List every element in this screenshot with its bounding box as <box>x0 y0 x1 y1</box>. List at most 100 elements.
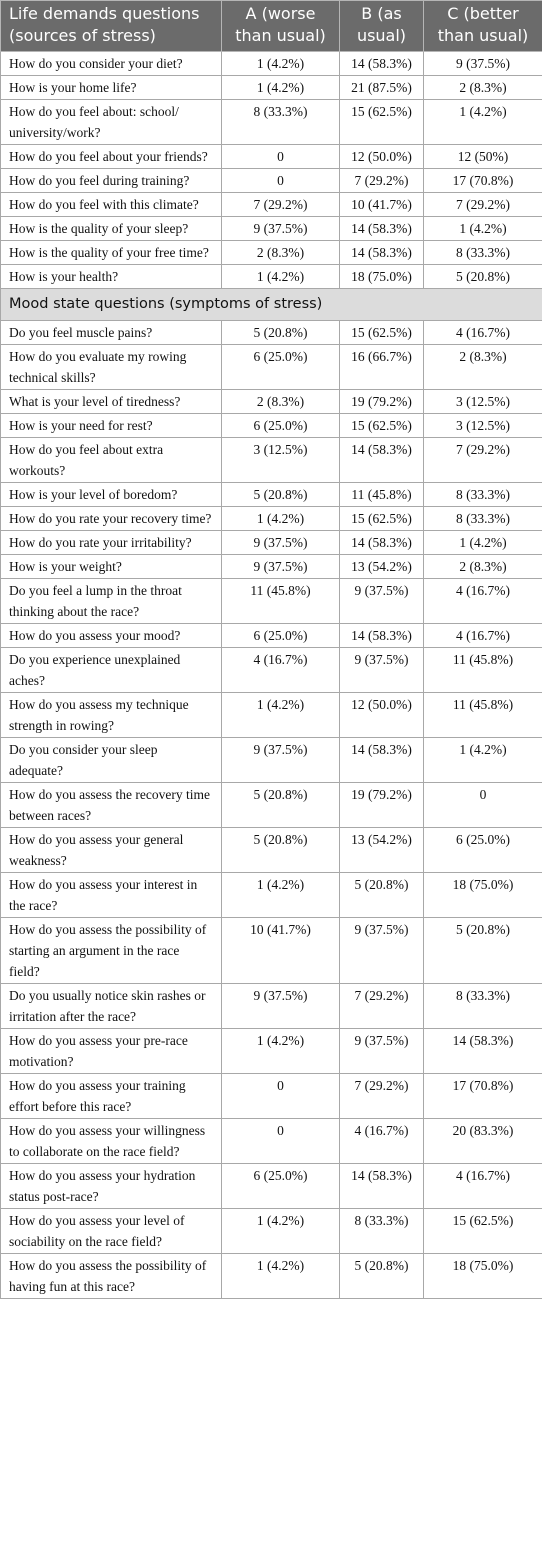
count-cell: 18 (75.0%) <box>423 872 542 918</box>
count-cell: 18 (75.0%) <box>339 264 424 289</box>
count-cell: 15 (62.5%) <box>339 320 424 345</box>
count-cell: 3 (12.5%) <box>221 437 340 483</box>
count-cell: 9 (37.5%) <box>221 983 340 1029</box>
data-row: How do you assess the possibility of hav… <box>0 1253 542 1299</box>
data-row: How do you assess your general weakness?… <box>0 827 542 873</box>
count-cell: 1 (4.2%) <box>221 1208 340 1254</box>
question-cell: How do you assess the possibility of sta… <box>0 917 222 984</box>
table-body: How do you consider your diet? 1 (4.2%) 14… <box>0 51 542 1299</box>
data-row: How is your weight? 9 (37.5%) 13 (54.2%) 2 … <box>0 554 542 579</box>
count-cell: 5 (20.8%) <box>221 320 340 345</box>
count-cell: 0 <box>221 144 340 169</box>
count-cell: 0 <box>423 782 542 828</box>
count-cell: 0 <box>221 168 340 193</box>
count-cell: 3 (12.5%) <box>423 389 542 414</box>
count-cell: 14 (58.3%) <box>339 216 424 241</box>
count-cell: 1 (4.2%) <box>423 530 542 555</box>
question-cell: Do you experience unexplained aches? <box>0 647 222 693</box>
question-cell: How do you assess your mood? <box>0 623 222 648</box>
count-cell: 21 (87.5%) <box>339 75 424 100</box>
question-cell: How do you assess the recovery time betw… <box>0 782 222 828</box>
count-cell: 9 (37.5%) <box>221 530 340 555</box>
count-cell: 6 (25.0%) <box>423 827 542 873</box>
data-row: How is your need for rest? 6 (25.0%) 15 (6… <box>0 413 542 438</box>
count-cell: 1 (4.2%) <box>221 51 340 76</box>
data-row: How do you feel during training? 0 7 (29.2… <box>0 168 542 193</box>
question-cell: How is your weight? <box>0 554 222 579</box>
count-cell: 5 (20.8%) <box>221 827 340 873</box>
question-cell: How do you feel about your friends? <box>0 144 222 169</box>
count-cell: 5 (20.8%) <box>221 482 340 507</box>
question-cell: What is your level of tiredness? <box>0 389 222 414</box>
question-cell: How do you feel during training? <box>0 168 222 193</box>
count-cell: 7 (29.2%) <box>423 192 542 217</box>
count-cell: 9 (37.5%) <box>423 51 542 76</box>
count-cell: 1 (4.2%) <box>423 737 542 783</box>
question-cell: How do you assess your general weakness? <box>0 827 222 873</box>
count-cell: 14 (58.3%) <box>339 437 424 483</box>
data-row: How do you consider your diet? 1 (4.2%) 14… <box>0 51 542 76</box>
count-cell: 4 (16.7%) <box>423 1163 542 1209</box>
count-cell: 9 (37.5%) <box>339 1028 424 1074</box>
count-cell: 1 (4.2%) <box>221 872 340 918</box>
header-cell: Life demands questions (sources of stres… <box>0 0 222 52</box>
data-row: How is the quality of your free time? 2 (… <box>0 240 542 265</box>
count-cell: 11 (45.8%) <box>339 482 424 507</box>
count-cell: 4 (16.7%) <box>339 1118 424 1164</box>
count-cell: 5 (20.8%) <box>423 264 542 289</box>
count-cell: 9 (37.5%) <box>339 578 424 624</box>
count-cell: 9 (37.5%) <box>221 554 340 579</box>
data-row: How do you assess your level of sociabil… <box>0 1208 542 1254</box>
count-cell: 16 (66.7%) <box>339 344 424 390</box>
count-cell: 5 (20.8%) <box>339 1253 424 1299</box>
count-cell: 10 (41.7%) <box>339 192 424 217</box>
question-cell: How do you rate your recovery time? <box>0 506 222 531</box>
count-cell: 1 (4.2%) <box>221 264 340 289</box>
data-row: How do you assess your willingness to co… <box>0 1118 542 1164</box>
count-cell: 1 (4.2%) <box>221 1253 340 1299</box>
count-cell: 6 (25.0%) <box>221 344 340 390</box>
count-cell: 11 (45.8%) <box>423 692 542 738</box>
count-cell: 7 (29.2%) <box>221 192 340 217</box>
count-cell: 1 (4.2%) <box>221 506 340 531</box>
question-cell: How do you assess the possibility of hav… <box>0 1253 222 1299</box>
count-cell: 6 (25.0%) <box>221 413 340 438</box>
data-row: How do you rate your irritability? 9 (37.… <box>0 530 542 555</box>
count-cell: 8 (33.3%) <box>339 1208 424 1254</box>
data-row: How do you feel about: school/ universit… <box>0 99 542 145</box>
data-row: How do you feel with this climate? 7 (29.… <box>0 192 542 217</box>
question-cell: How is the quality of your free time? <box>0 240 222 265</box>
count-cell: 8 (33.3%) <box>423 240 542 265</box>
count-cell: 12 (50.0%) <box>339 692 424 738</box>
question-cell: Do you feel a lump in the throat thinkin… <box>0 578 222 624</box>
question-cell: How do you feel about extra workouts? <box>0 437 222 483</box>
count-cell: 14 (58.3%) <box>339 530 424 555</box>
header-cell: B (as usual) <box>339 0 424 52</box>
question-cell: How do you assess your willingness to co… <box>0 1118 222 1164</box>
count-cell: 14 (58.3%) <box>423 1028 542 1074</box>
header-cell: C (better than usual) <box>423 0 542 52</box>
count-cell: 2 (8.3%) <box>221 240 340 265</box>
data-row: Do you experience unexplained aches? 4 (1… <box>0 647 542 693</box>
count-cell: 12 (50%) <box>423 144 542 169</box>
question-cell: How do you assess your level of sociabil… <box>0 1208 222 1254</box>
data-row: Do you usually notice skin rashes or irr… <box>0 983 542 1029</box>
count-cell: 18 (75.0%) <box>423 1253 542 1299</box>
question-cell: Do you usually notice skin rashes or irr… <box>0 983 222 1029</box>
count-cell: 4 (16.7%) <box>423 578 542 624</box>
count-cell: 17 (70.8%) <box>423 1073 542 1119</box>
question-cell: How is your level of boredom? <box>0 482 222 507</box>
question-cell: How do you consider your diet? <box>0 51 222 76</box>
header-cell: A (worse than usual) <box>221 0 340 52</box>
count-cell: 2 (8.3%) <box>221 389 340 414</box>
count-cell: 14 (58.3%) <box>339 240 424 265</box>
data-row: How do you evaluate my rowing technical … <box>0 344 542 390</box>
count-cell: 2 (8.3%) <box>423 554 542 579</box>
count-cell: 9 (37.5%) <box>221 737 340 783</box>
count-cell: 6 (25.0%) <box>221 623 340 648</box>
data-row: How do you assess the possibility of sta… <box>0 917 542 984</box>
question-cell: How do you feel about: school/ universit… <box>0 99 222 145</box>
count-cell: 14 (58.3%) <box>339 623 424 648</box>
count-cell: 14 (58.3%) <box>339 1163 424 1209</box>
